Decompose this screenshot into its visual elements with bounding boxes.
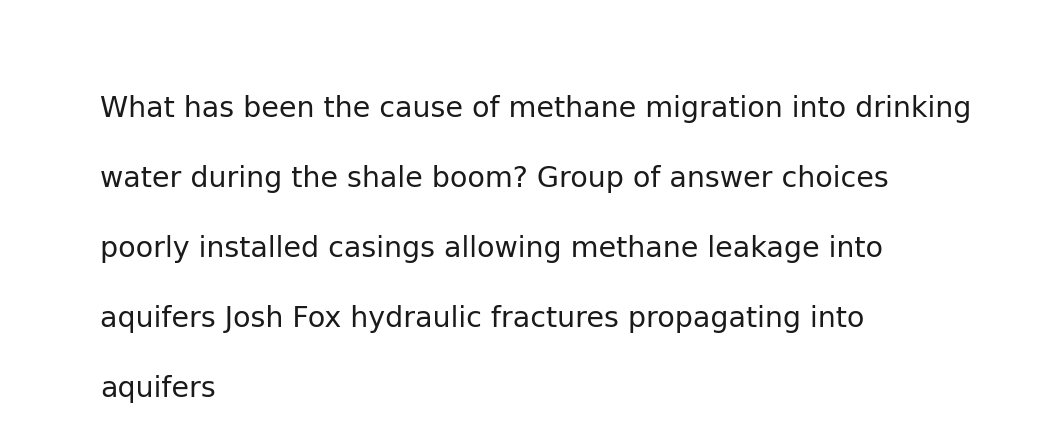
Text: poorly installed casings allowing methane leakage into: poorly installed casings allowing methan…: [100, 234, 883, 262]
Text: What has been the cause of methane migration into drinking: What has been the cause of methane migra…: [100, 95, 971, 123]
Text: aquifers Josh Fox hydraulic fractures propagating into: aquifers Josh Fox hydraulic fractures pr…: [100, 304, 865, 332]
Text: water during the shale boom? Group of answer choices: water during the shale boom? Group of an…: [100, 165, 889, 193]
Text: aquifers: aquifers: [100, 374, 216, 402]
